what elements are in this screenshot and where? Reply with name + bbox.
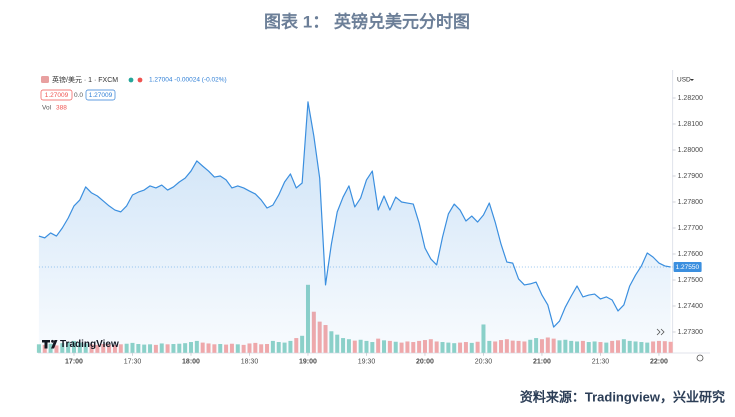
currency[interactable]: USD	[677, 77, 691, 84]
x-tick-label: 19:00	[299, 359, 317, 366]
volume-label: Vol	[42, 105, 52, 112]
x-tick-label: 17:30	[124, 359, 142, 366]
symbol-icon	[41, 76, 49, 83]
y-tick-label: 1.28100	[678, 121, 703, 128]
chart-title: 图表 1： 英镑兑美元分时图	[264, 11, 470, 31]
bid-box[interactable]	[40, 89, 73, 101]
y-tick-label: 1.27900	[678, 173, 703, 180]
ask: 1.27009	[89, 92, 113, 99]
volume-last: 388	[56, 105, 67, 112]
x-tick-label: 18:00	[182, 359, 200, 366]
y-tick-label: 1.27700	[678, 225, 703, 232]
logo-dot	[51, 339, 54, 343]
y-tick-label: 1.27500	[678, 277, 703, 284]
plot	[36, 101, 673, 353]
last-price-label: 1.27550	[676, 264, 700, 271]
y-tick-label: 1.27400	[678, 303, 703, 310]
y-tick-label: 1.27800	[678, 199, 703, 206]
y-tick-label: 1.27600	[678, 251, 703, 258]
x-tick-label: 22:00	[650, 359, 668, 366]
last-price-box	[673, 262, 702, 272]
x-tick-label: 21:30	[592, 359, 610, 366]
x-tick-label: 18:30	[241, 359, 259, 366]
x-tick-label: 21:00	[533, 359, 551, 366]
x-tick-label: 20:00	[416, 359, 434, 366]
y-tick-label: 1.28000	[678, 147, 703, 154]
x-tick-label: 17:00	[65, 359, 83, 366]
logo-text: TradingView	[60, 339, 119, 350]
settings-icon[interactable]	[696, 354, 704, 362]
ask-box[interactable]	[85, 89, 116, 101]
legend-header: 英镑/美元 · 1 · FXCM 1.27004 -0.00024 (-0.02…	[40, 75, 227, 112]
price-line	[38, 101, 671, 328]
spread: 0.0	[74, 92, 83, 99]
x-tick-label: 19:30	[358, 359, 376, 366]
logo: TradingView	[42, 339, 119, 350]
scroll-right[interactable]	[656, 328, 665, 336]
y-tick-label: 1.28200	[678, 95, 703, 102]
status-dot	[137, 77, 143, 83]
symbol: 英镑/美元 · 1 · FXCM	[52, 75, 118, 84]
status-dot	[128, 77, 134, 83]
x-tick-label: 20:30	[475, 359, 493, 366]
bid: 1.27009	[45, 92, 69, 99]
volume-bar	[668, 341, 673, 353]
source: 资料来源：Tradingview，兴业研究	[520, 389, 725, 404]
y-tick-label: 1.27300	[678, 329, 703, 336]
quote: 1.27004 -0.00024 (-0.02%)	[149, 77, 227, 84]
currency-arrow	[690, 79, 694, 81]
area	[38, 101, 671, 353]
